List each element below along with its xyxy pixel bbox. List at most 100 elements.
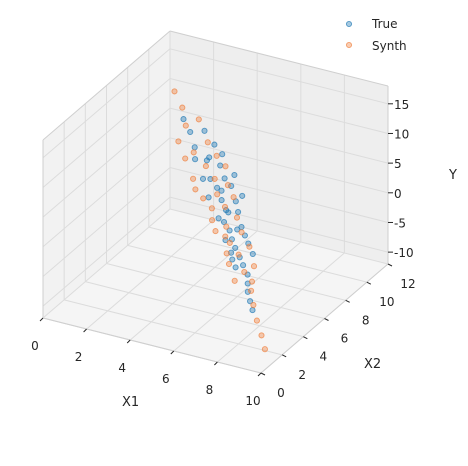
data-point-synth: [182, 122, 189, 129]
data-point-true: [234, 226, 241, 233]
x-tick-mark: [83, 328, 87, 333]
data-point-synth: [202, 163, 209, 170]
data-point-synth: [195, 116, 202, 123]
pane-edge: [42, 30, 171, 141]
grid-line-y: [64, 299, 283, 356]
data-point-true: [232, 244, 239, 251]
x-tick-mark: [126, 339, 131, 344]
data-point-true: [221, 175, 228, 182]
data-point-synth: [248, 287, 255, 294]
data-point-true: [217, 162, 224, 169]
data-point-synth: [200, 195, 207, 202]
legend-label-synth: Synth: [372, 39, 407, 53]
x-tick-label: 6: [162, 372, 170, 386]
pane-edge: [169, 30, 389, 87]
data-point-true: [249, 307, 256, 314]
data-point-synth: [222, 233, 229, 240]
data-point-synth: [182, 155, 189, 162]
pane-back: [170, 31, 388, 264]
data-point-true: [206, 154, 213, 161]
y-tick-label: 2: [298, 368, 306, 382]
data-point-synth: [238, 229, 245, 236]
data-points: [171, 88, 268, 353]
data-point-true: [214, 184, 221, 191]
data-point-synth: [171, 88, 178, 95]
data-point-synth: [223, 223, 230, 230]
grid-line-z: [169, 196, 389, 253]
grid-line-z: [42, 167, 171, 277]
data-point-true: [245, 240, 252, 247]
x-axis-label: X1: [122, 395, 139, 410]
data-point-true: [220, 218, 228, 226]
data-point-synth: [214, 191, 221, 198]
data-point-true: [218, 187, 225, 194]
data-point-synth: [190, 175, 197, 182]
x-tick-mark: [214, 361, 218, 366]
data-point-synth: [175, 138, 182, 145]
data-point-true: [192, 156, 199, 163]
y-tick-label: 10: [379, 295, 394, 309]
z-tick-label: 0: [394, 187, 402, 201]
data-point-synth: [250, 263, 258, 270]
z-tick-label: 15: [394, 98, 409, 112]
data-point-synth: [222, 163, 229, 170]
axis-edges: [42, 30, 389, 374]
legend: True Synth: [345, 17, 407, 53]
data-point-true: [247, 298, 254, 305]
data-point-synth: [223, 250, 230, 257]
x-tick-mark: [170, 350, 175, 355]
grid-line-z: [169, 107, 389, 164]
grid-line-z: [42, 78, 171, 188]
data-point-synth: [212, 228, 219, 235]
data-point-true: [240, 262, 247, 269]
y-tick-label: 8: [362, 313, 370, 327]
grid-line-y: [106, 263, 325, 319]
legend-marker-synth: [345, 41, 353, 49]
data-point-synth: [192, 186, 199, 193]
data-point-synth: [246, 243, 253, 250]
grid-line-z: [169, 137, 389, 194]
grid-line-z: [169, 77, 389, 134]
data-point-true: [249, 250, 256, 258]
data-point-true: [201, 127, 208, 134]
data-point-true: [219, 151, 226, 158]
grid-line-z: [169, 48, 389, 105]
data-point-true: [239, 192, 246, 199]
x-tick-label: 10: [245, 394, 260, 408]
data-point-true: [207, 175, 214, 183]
data-point-true: [205, 194, 212, 201]
data-point-true: [226, 227, 233, 234]
data-point-true: [180, 116, 187, 123]
grid-line-z: [42, 196, 171, 307]
data-point-synth: [248, 278, 256, 285]
z-tick-label: 10: [394, 127, 409, 141]
z-axis-label: Y: [448, 168, 457, 183]
data-point-synth: [224, 182, 231, 189]
x-tick-mark: [257, 372, 262, 377]
grid-line-z: [42, 107, 171, 218]
data-point-true: [228, 249, 235, 256]
x-axis-line: [42, 317, 262, 374]
y-tick-mark: [387, 263, 393, 267]
data-point-true: [229, 256, 236, 263]
data-point-synth: [250, 301, 257, 309]
x-tick-label: 2: [75, 350, 83, 364]
data-point-synth: [213, 152, 220, 159]
data-point-synth: [231, 277, 238, 284]
data-point-true: [191, 144, 198, 151]
data-point-synth: [209, 217, 216, 224]
y-tick-mark: [260, 372, 266, 376]
data-point-synth: [208, 205, 215, 212]
y-tick-mark: [303, 336, 308, 340]
z-tick-label: -10: [394, 246, 414, 260]
grid-line-y: [85, 281, 304, 338]
data-point-synth: [225, 260, 233, 268]
grid-line-y: [148, 226, 367, 283]
data-point-synth: [258, 332, 265, 339]
y-tick-mark: [366, 281, 372, 285]
data-point-synth: [261, 346, 268, 353]
data-point-synth: [233, 214, 241, 221]
z-tick-label: 5: [394, 157, 402, 171]
